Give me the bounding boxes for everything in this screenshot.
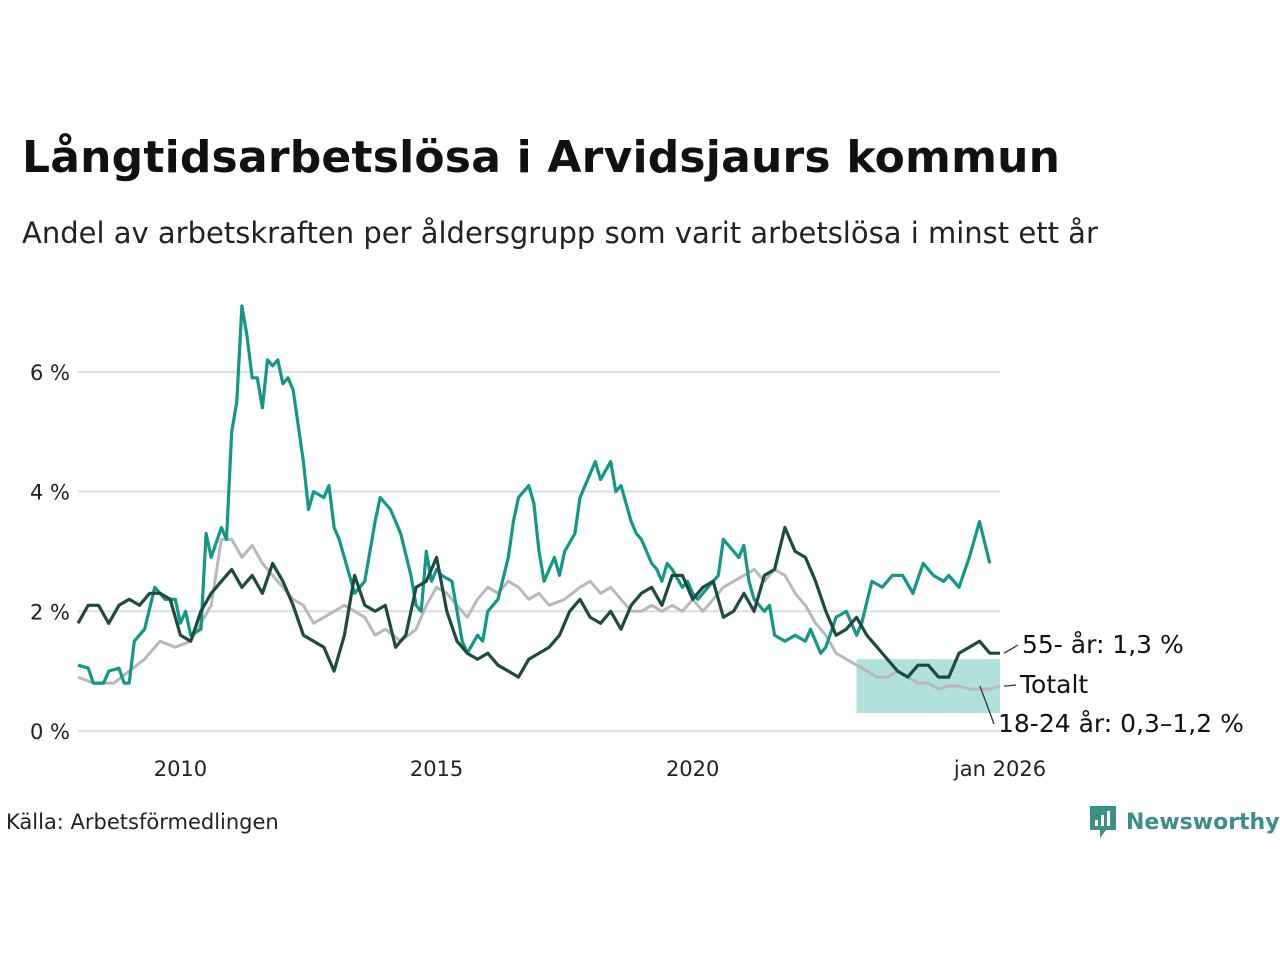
label-18-24-leader: [979, 685, 995, 725]
label-total-leader: [1003, 684, 1017, 687]
label-total: Totalt: [1019, 670, 1088, 699]
series-lines: [76, 304, 1001, 691]
band-18-24: [856, 659, 1000, 714]
band-layer: [856, 659, 1000, 714]
series-labels: 55- år: 1,3 % Totalt 18-24 år: 0,3–1,2 %: [979, 630, 1244, 738]
page-title: Långtidsarbetslösa i Arvidsjaurs kommun: [22, 132, 1061, 183]
y-axis-ticks: 0 % 2 % 4 % 6 %: [30, 361, 70, 744]
label-55: 55- år: 1,3 %: [1022, 630, 1184, 659]
newsworthy-logo-icon: [1090, 806, 1116, 838]
y-tick-label: 2 %: [30, 600, 70, 624]
series-line-0: [77, 537, 1001, 691]
series-line-2: [76, 525, 1000, 679]
brand-name: Newsworthy: [1126, 809, 1280, 835]
x-tick-label: 2010: [154, 757, 207, 781]
x-axis-ticks: 2010 2015 2020 jan 2026: [154, 757, 1046, 781]
label-55-leader: [1003, 644, 1019, 654]
x-tick-label: jan 2026: [953, 757, 1046, 781]
brand-logo: Newsworthy: [1088, 804, 1280, 840]
x-tick-label: 2020: [666, 757, 719, 781]
y-tick-label: 0 %: [30, 720, 70, 744]
label-18-24: 18-24 år: 0,3–1,2 %: [998, 709, 1244, 738]
x-tick-label: 2015: [410, 757, 463, 781]
series-line-1: [77, 304, 992, 685]
source-note: Källa: Arbetsförmedlingen: [6, 810, 279, 834]
chart-subtitle: Andel av arbetskraften per åldersgrupp s…: [22, 216, 1098, 250]
y-tick-label: 6 %: [30, 361, 70, 385]
y-tick-label: 4 %: [30, 481, 70, 505]
